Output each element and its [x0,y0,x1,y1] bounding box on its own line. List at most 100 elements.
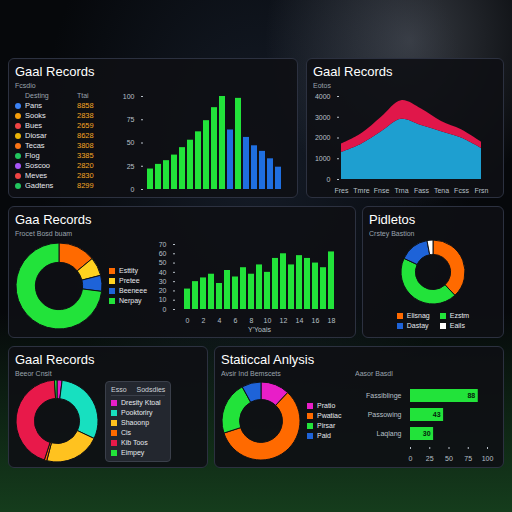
svg-text:40: 40 [159,269,167,276]
svg-text:88: 88 [467,392,475,399]
svg-text:Fassiblinge: Fassiblinge [366,392,402,400]
svg-text:Frsn: Frsn [475,187,489,193]
svg-text:Trna: Trna [394,187,408,193]
html-text:Pretee: Pretee [119,277,140,284]
svg-text:2: 2 [202,317,206,324]
html-text:Dresity Ktoal: Dresity Ktoal [121,398,161,406]
html-text:Staticcal Anlysis: Staticcal Anlysis [221,352,315,367]
svg-text:0: 0 [131,186,135,193]
svg-text:75: 75 [464,455,472,462]
svg-text:Y'Yoais: Y'Yoais [248,326,271,333]
html-text:8628: 8628 [77,131,94,140]
svg-text:100: 100 [482,455,494,462]
html-text:Flog: Flog [25,151,40,160]
html-text:Sooks: Sooks [25,111,46,120]
html-text:Elisnag: Elisnag [406,312,430,319]
html-text:Meves: Meves [25,171,48,180]
html-text:Frocet Bosd buam: Frocet Bosd buam [15,230,73,237]
svg-text:100: 100 [123,93,135,100]
html-text:3385: 3385 [77,151,94,160]
svg-text:2000: 2000 [315,134,331,141]
svg-text:43: 43 [433,411,441,418]
html-text:2659: 2659 [77,121,94,130]
html-text:2830: 2830 [77,171,94,180]
html-text:Gaal Records: Gaal Records [313,64,393,79]
html-text:Pidletos: Pidletos [369,212,416,227]
html-text:Nerpay: Nerpay [119,297,142,304]
svg-text:75: 75 [127,116,135,123]
html-text:Gaa Records: Gaa Records [15,212,92,227]
html-text:8299: 8299 [77,181,94,190]
svg-text:Fass: Fass [414,187,430,193]
svg-text:60: 60 [159,250,167,257]
svg-text:14: 14 [296,317,304,324]
html-text:3808: 3808 [77,141,94,150]
svg-text:Laqlang: Laqlang [377,430,402,438]
html-text:Avsir Ind Bemscets: Avsir Ind Bemscets [221,370,281,377]
svg-text:0: 0 [186,317,190,324]
html-text:Diosar: Diosar [25,131,47,140]
html-text:Ttai: Ttai [77,92,89,99]
html-text:Fcsdio: Fcsdio [15,82,36,89]
svg-text:Tmre: Tmre [353,187,369,193]
html-text:Gaal Records: Gaal Records [15,64,95,79]
html-text:2838: 2838 [77,111,94,120]
html-text:Eimpey: Eimpey [121,448,145,456]
svg-text:30: 30 [159,278,167,285]
svg-text:16: 16 [312,317,320,324]
svg-text:1000: 1000 [315,155,331,162]
html-text:Cis: Cis [121,428,132,436]
html-text:Pratio: Pratio [317,402,336,409]
svg-text:30: 30 [423,430,431,437]
svg-text:3000: 3000 [315,113,331,120]
html-text:Beeor Cnsit: Beeor Cnsit [15,370,52,377]
html-text:Desting: Desting [25,92,49,99]
svg-text:0: 0 [409,455,413,462]
html-text:Soscoo: Soscoo [25,161,50,170]
html-text:Esttity: Esttity [119,267,139,274]
html-text:Pans: Pans [25,101,43,110]
svg-text:Fres: Fres [335,187,350,193]
html-text:Ezstm: Ezstm [449,312,470,319]
svg-text:25: 25 [127,162,135,169]
svg-text:20: 20 [159,287,167,294]
svg-text:10: 10 [159,296,167,303]
html-text:Beeneee: Beeneee [119,287,147,294]
svg-text:0: 0 [163,306,167,313]
svg-text:8: 8 [250,317,254,324]
svg-text:70: 70 [159,241,167,248]
svg-text:Fnse: Fnse [374,187,390,193]
html-text:Crstey Bastion: Crstey Bastion [369,230,415,237]
html-text:Dastay: Dastay [406,322,429,329]
html-text:Pooktoriry: Pooktoriry [121,408,153,416]
svg-text:50: 50 [127,139,135,146]
html-text:Tecas: Tecas [25,141,45,150]
html-text:Gadtens: Gadtens [25,181,54,190]
svg-text:Passowing: Passowing [368,411,402,419]
svg-text:10: 10 [264,317,272,324]
html-text:Gaal Records: Gaal Records [15,352,95,367]
svg-text:6: 6 [234,317,238,324]
html-text:Pwatiac: Pwatiac [317,412,342,419]
svg-text:25: 25 [426,455,434,462]
svg-text:12: 12 [280,317,288,324]
svg-text:Tena: Tena [434,187,449,193]
svg-text:4000: 4000 [315,93,331,100]
svg-text:50: 50 [445,455,453,462]
html-text:2820: 2820 [77,161,94,170]
svg-text:18: 18 [328,317,336,324]
html-text:Shaoonp: Shaoonp [121,418,149,426]
html-text:Eotos: Eotos [313,82,331,89]
svg-text:0: 0 [327,176,331,183]
html-text:Bues: Bues [25,121,43,130]
html-text:Esso: Esso [111,385,127,393]
html-text:Pirsar: Pirsar [317,422,336,429]
html-text:8858: 8858 [77,101,94,110]
svg-text:4: 4 [218,317,222,324]
html-text:Kib Toos: Kib Toos [121,438,148,446]
html-text:Sodsdies: Sodsdies [136,385,166,393]
html-text:Paid: Paid [317,432,331,439]
html-text:Eails: Eails [449,322,465,329]
svg-text:50: 50 [159,259,167,266]
svg-text:Fcss: Fcss [454,187,469,193]
